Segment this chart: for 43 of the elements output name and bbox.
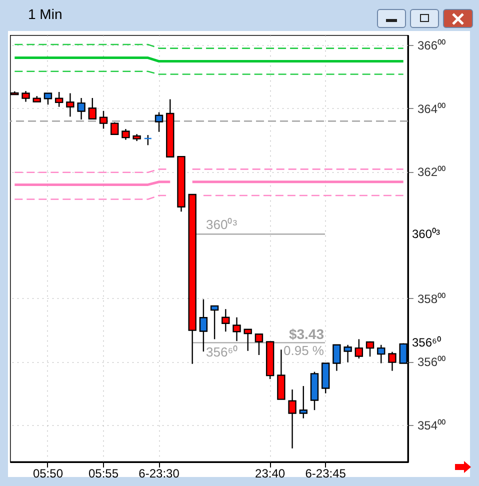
candlestick	[299, 385, 308, 419]
chart-title: 1 Min	[28, 6, 62, 22]
candlestick	[354, 338, 364, 360]
candlestick	[244, 328, 252, 352]
candlestick	[54, 91, 64, 108]
y-tick-label: 358⁰⁰	[418, 292, 446, 306]
candlestick	[66, 92, 74, 118]
annotation: $3.43	[288, 326, 324, 342]
candlestick	[44, 92, 52, 106]
candlestick	[122, 128, 130, 140]
candlestick	[344, 344, 352, 363]
candlestick	[332, 344, 341, 372]
y-tick-label: 364⁰⁰	[418, 102, 446, 116]
ref-line-label: 356⁶⁰	[206, 344, 238, 360]
y-tick-label: 362⁰⁰	[418, 165, 446, 180]
y-tick-label: 356⁰⁰	[418, 355, 446, 370]
candlestick	[199, 298, 208, 352]
ref-line-label: 360⁰³	[206, 217, 238, 232]
y-tick-label: 366⁰⁰	[418, 38, 446, 53]
candlestick	[88, 97, 96, 120]
annotation: 0.95 %	[284, 343, 324, 358]
x-tick-label: 6-23:45	[305, 466, 346, 480]
candlestick	[222, 308, 230, 332]
candlestick	[99, 110, 108, 130]
candlestick	[144, 134, 152, 146]
candlestick	[22, 90, 30, 102]
candlestick	[254, 334, 264, 356]
text: 360⁰³	[412, 227, 440, 242]
candlestick	[210, 305, 219, 340]
candlestick	[232, 316, 241, 342]
y-tick-label: 354⁰⁰	[418, 418, 446, 432]
text: 356⁶⁰	[412, 336, 441, 350]
x-tick-label: 05:55	[88, 466, 119, 480]
x-tick-label: 05:50	[32, 466, 64, 480]
candlestick	[288, 388, 296, 449]
candlestick	[377, 344, 386, 364]
candlestick	[366, 340, 374, 358]
x-tick-label: 6-23:30	[138, 466, 180, 480]
candlestick	[77, 97, 86, 120]
candlestick	[388, 351, 396, 372]
candlestick	[110, 122, 119, 135]
x-tick-label: 23:40	[255, 466, 286, 480]
candlestick	[154, 112, 164, 132]
